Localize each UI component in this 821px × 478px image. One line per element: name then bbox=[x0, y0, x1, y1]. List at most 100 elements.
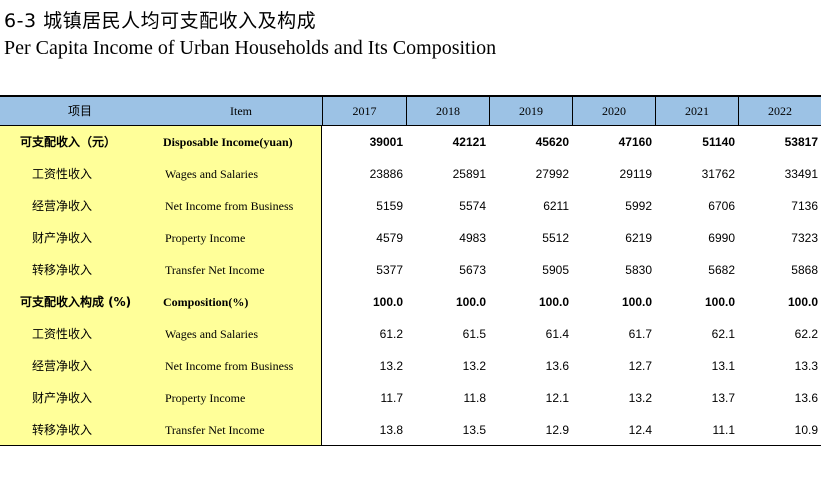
row-label-en: Net Income from Business bbox=[165, 359, 294, 373]
cell-value: 13.8 bbox=[379, 423, 403, 437]
row-label-en: Transfer Net Income bbox=[165, 263, 265, 277]
cell-value: 100.0 bbox=[372, 295, 403, 309]
cell-value: 6219 bbox=[625, 231, 652, 245]
cell-value: 6706 bbox=[708, 199, 735, 213]
table-title-cn: 6-3 城镇居民人均可支配收入及构成 bbox=[4, 10, 317, 32]
cell-value: 12.4 bbox=[628, 423, 652, 437]
table-header: 项目 Item 2017 2018 2019 2020 2021 2022 bbox=[0, 97, 821, 125]
cell-value: 13.5 bbox=[462, 423, 486, 437]
cell-value: 29119 bbox=[619, 167, 652, 181]
cell-value: 13.6 bbox=[545, 359, 569, 373]
cell-value: 7323 bbox=[791, 231, 818, 245]
cell-value: 7136 bbox=[791, 199, 818, 213]
row-label-en: Wages and Salaries bbox=[165, 327, 258, 341]
row-label-cn: 转移净收入 bbox=[32, 423, 93, 437]
item-column-highlight bbox=[0, 126, 322, 445]
row-label-en: Composition(%) bbox=[163, 295, 249, 309]
cell-value: 61.4 bbox=[545, 327, 569, 341]
cell-value: 51140 bbox=[702, 135, 735, 149]
cell-value: 13.7 bbox=[711, 391, 735, 405]
cell-value: 61.2 bbox=[379, 327, 403, 341]
cell-value: 5905 bbox=[542, 263, 569, 277]
row-label-cn: 财产净收入 bbox=[32, 391, 93, 405]
table-title-en: Per Capita Income of Urban Households an… bbox=[4, 37, 497, 59]
cell-value: 31762 bbox=[701, 167, 735, 181]
cell-value: 5512 bbox=[542, 231, 569, 245]
cell-value: 12.1 bbox=[545, 391, 569, 405]
row-label-en: Disposable Income(yuan) bbox=[163, 135, 293, 149]
cell-value: 5159 bbox=[376, 199, 403, 213]
row-label-cn: 经营净收入 bbox=[32, 359, 93, 373]
table-row: 转移净收入 Transfer Net Income 5377 5673 5905 5830… bbox=[0, 254, 821, 286]
cell-value: 5682 bbox=[708, 263, 735, 277]
cell-value: 5830 bbox=[625, 263, 652, 277]
header-year: 2022 bbox=[738, 97, 821, 125]
cell-value: 61.7 bbox=[628, 327, 652, 341]
header-bottom-rule bbox=[0, 125, 821, 126]
cell-value: 6990 bbox=[708, 231, 735, 245]
row-label-en: Wages and Salaries bbox=[165, 167, 258, 181]
cell-value: 62.2 bbox=[794, 327, 818, 341]
cell-value: 5868 bbox=[791, 263, 818, 277]
cell-value: 45620 bbox=[535, 135, 569, 149]
row-label-en: Net Income from Business bbox=[165, 199, 294, 213]
cell-value: 53817 bbox=[784, 135, 818, 149]
row-label-cn: 可支配收入构成 (%) bbox=[20, 295, 132, 309]
cell-value: 6211 bbox=[543, 199, 569, 213]
table-row: 财产净收入 Property Income 4579 4983 5512 6219 6990… bbox=[0, 222, 821, 254]
row-label-en: Property Income bbox=[165, 391, 246, 405]
cell-value: 100.0 bbox=[787, 295, 818, 309]
cell-value: 4579 bbox=[376, 231, 403, 245]
table-row: 可支配收入（元） Disposable Income(yuan) 39001 4212… bbox=[0, 126, 821, 158]
cell-value: 10.9 bbox=[794, 423, 818, 437]
row-label-cn: 经营净收入 bbox=[32, 199, 93, 213]
row-label-cn: 可支配收入（元） bbox=[20, 135, 117, 149]
cell-value: 47160 bbox=[618, 135, 652, 149]
cell-value: 5992 bbox=[625, 199, 652, 213]
table-row: 财产净收入 Property Income 11.7 11.8 12.1 13.2 13.7… bbox=[0, 382, 821, 414]
cell-value: 5377 bbox=[376, 263, 403, 277]
table-row: 经营净收入 Net Income from Business 5159 5574 621… bbox=[0, 190, 821, 222]
cell-value: 13.2 bbox=[379, 359, 403, 373]
cell-value: 42121 bbox=[452, 135, 486, 149]
table-row: 工资性收入 Wages and Salaries 23886 25891 27992 29… bbox=[0, 158, 821, 190]
cell-value: 100.0 bbox=[455, 295, 486, 309]
cell-value: 13.6 bbox=[794, 391, 818, 405]
cell-value: 33491 bbox=[784, 167, 818, 181]
cell-value: 13.3 bbox=[794, 359, 818, 373]
cell-value: 13.2 bbox=[462, 359, 486, 373]
cell-value: 62.1 bbox=[711, 327, 735, 341]
cell-value: 11.1 bbox=[712, 423, 735, 437]
cell-value: 5574 bbox=[459, 199, 486, 213]
row-label-en: Property Income bbox=[165, 231, 246, 245]
table-top-rule bbox=[0, 95, 821, 97]
cell-value: 61.5 bbox=[462, 327, 486, 341]
row-label-cn: 财产净收入 bbox=[32, 231, 93, 245]
header-item-en: Item bbox=[230, 104, 252, 118]
cell-value: 12.9 bbox=[545, 423, 569, 437]
cell-value: 12.7 bbox=[628, 359, 652, 373]
cell-value: 13.1 bbox=[711, 359, 735, 373]
header-year: 2017 bbox=[322, 97, 406, 125]
header-item-cn: 项目 bbox=[67, 104, 92, 118]
table-row: 可支配收入构成 (%) Composition(%) 100.0 100.0 100.0… bbox=[0, 286, 821, 318]
cell-value: 25891 bbox=[452, 167, 486, 181]
table-row: 工资性收入 Wages and Salaries 61.2 61.5 61.4 61.7 6… bbox=[0, 318, 821, 350]
row-label-en: Transfer Net Income bbox=[165, 423, 265, 437]
cell-value: 11.8 bbox=[463, 391, 486, 405]
cell-value: 11.7 bbox=[380, 391, 403, 405]
header-year: 2018 bbox=[406, 97, 489, 125]
cell-value: 4983 bbox=[459, 231, 486, 245]
header-year: 2019 bbox=[489, 97, 572, 125]
cell-value: 100.0 bbox=[704, 295, 735, 309]
header-year: 2020 bbox=[572, 97, 655, 125]
table-row: 经营净收入 Net Income from Business 13.2 13.2 13.… bbox=[0, 350, 821, 382]
table-bottom-rule bbox=[0, 445, 821, 446]
cell-value: 100.0 bbox=[538, 295, 569, 309]
table-row: 转移净收入 Transfer Net Income 13.8 13.5 12.9 12.4… bbox=[0, 414, 821, 446]
cell-value: 27992 bbox=[535, 167, 569, 181]
row-label-cn: 转移净收入 bbox=[32, 263, 93, 277]
cell-value: 39001 bbox=[369, 135, 403, 149]
cell-value: 100.0 bbox=[621, 295, 652, 309]
header-year: 2021 bbox=[655, 97, 738, 125]
